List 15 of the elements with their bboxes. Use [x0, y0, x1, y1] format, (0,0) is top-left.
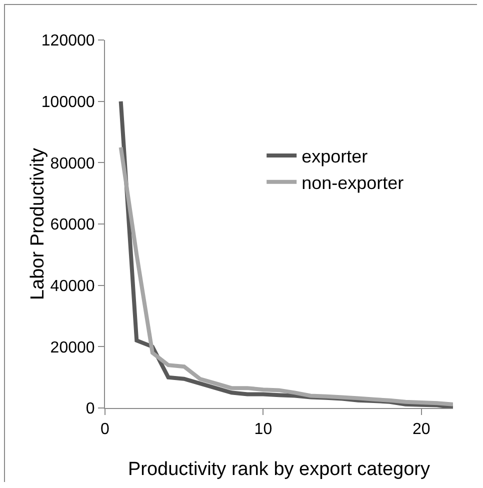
- y-tick-label: 40000: [50, 278, 95, 295]
- y-tick-label: 120000: [41, 32, 95, 50]
- x-tick-label: 0: [100, 421, 110, 438]
- x-tick-label: 20: [412, 421, 430, 438]
- y-tick-label: 100000: [41, 94, 95, 111]
- y-tick-label: 0: [86, 400, 95, 418]
- y-axis-title: Labor Productivity: [27, 147, 48, 300]
- line-series: [118, 145, 453, 406]
- x-tick-label: 10: [254, 421, 272, 438]
- x-axis-title: Productivity rank by export category: [128, 459, 431, 480]
- y-tick-label: 20000: [50, 339, 95, 356]
- y-tick-label: 60000: [50, 216, 95, 234]
- legend-label: non-exporter: [302, 172, 404, 193]
- legend-label: exporter: [302, 146, 368, 167]
- y-tick-label: 80000: [50, 155, 95, 172]
